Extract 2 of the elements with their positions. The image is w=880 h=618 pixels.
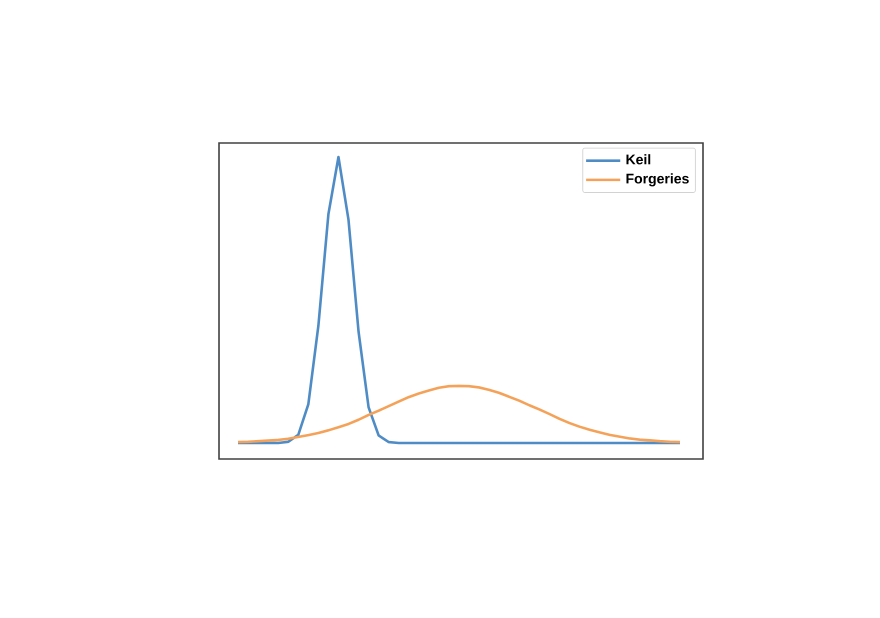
legend-label: Forgeries <box>626 173 689 186</box>
legend-label: Keil <box>626 154 650 164</box>
